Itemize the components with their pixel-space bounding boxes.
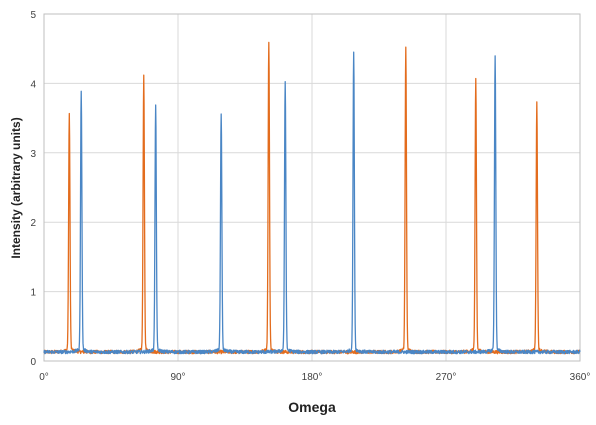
series-layer [43,41,581,355]
x-tick-label: 270° [436,372,457,383]
y-tick-label: 0 [30,357,36,368]
x-tick-labels: 0° 90° 180° 270° 360° [39,372,590,383]
plot-area-border [43,13,581,362]
y-axis-title: Intensity (arbitrary units) [9,117,23,258]
y-tick-label: 2 [30,218,36,229]
y-tick-label: 3 [30,149,36,160]
x-axis-title: Omega [288,399,336,415]
y-tick-label: 1 [30,288,36,299]
y-tick-label: 4 [30,79,36,90]
y-tick-labels: 0 1 2 3 4 5 [30,10,36,368]
x-tick-label: 0° [39,372,49,383]
x-tick-label: 90° [170,372,185,383]
x-tick-label: 360° [570,372,591,383]
y-tick-label: 5 [30,10,36,21]
x-tick-label: 180° [302,372,323,383]
grid-lines [43,13,581,362]
series-line-2 [43,51,581,355]
